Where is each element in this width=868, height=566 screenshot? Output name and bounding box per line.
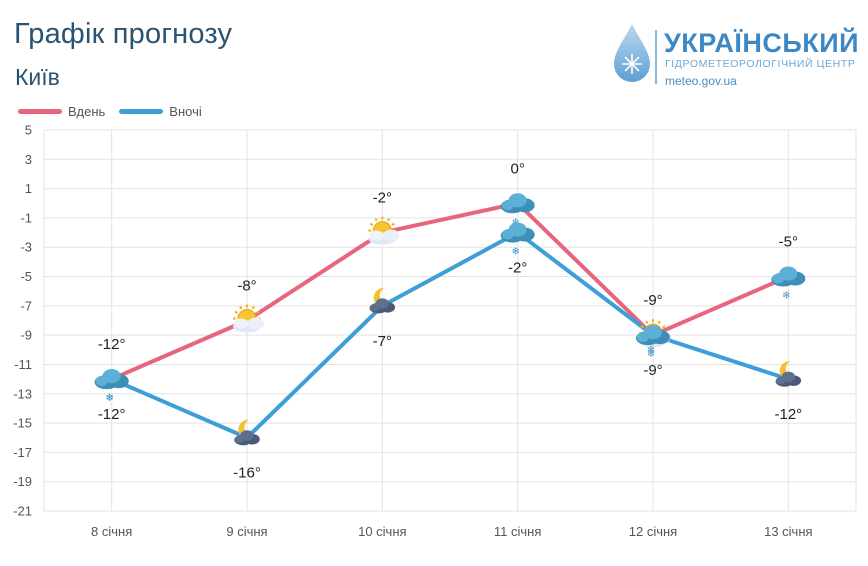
- moon-cloud-icon: [369, 287, 396, 314]
- svg-text:❄: ❄: [782, 291, 790, 302]
- logo-subtitle: ГІДРОМЕТЕОРОЛОГІЧНИЙ ЦЕНТР: [665, 58, 856, 70]
- cloud-snow-icon: ❄: [771, 266, 806, 302]
- svg-text:❄: ❄: [647, 349, 655, 360]
- night-temp-label: -12°: [774, 406, 802, 423]
- day-temp-label: -2°: [373, 190, 392, 207]
- cloud-snow-icon: ❄: [636, 325, 670, 360]
- day-temp-label: 0°: [510, 160, 524, 177]
- legend-item-night[interactable]: Вночі: [119, 104, 202, 119]
- day-temp-label: -12°: [98, 336, 126, 353]
- y-tick-label: -15: [13, 416, 32, 431]
- logo-title: УКРАЇНСЬКИЙ: [664, 28, 860, 58]
- y-tick-label: -1: [20, 210, 32, 225]
- night-temp-label: -2°: [508, 260, 527, 277]
- day-temp-label: -9°: [643, 292, 662, 309]
- moon-cloud-icon: [234, 419, 260, 446]
- y-tick-label: -19: [13, 474, 32, 489]
- y-tick-label: 5: [25, 123, 32, 138]
- water-drop-icon: [614, 24, 650, 82]
- y-tick-label: -17: [13, 445, 32, 460]
- sun-cloud-icon: [368, 216, 400, 245]
- night-temp-label: -16°: [233, 465, 261, 482]
- legend-item-day[interactable]: Вдень: [18, 104, 105, 119]
- y-tick-label: 3: [25, 152, 32, 167]
- page-title: Графік прогнозу: [14, 18, 233, 50]
- y-tick-label: -13: [13, 386, 32, 401]
- x-tick-label: 13 січня: [764, 524, 812, 539]
- y-tick-label: -5: [20, 269, 32, 284]
- logo-divider: [655, 30, 657, 84]
- x-tick-label: 12 січня: [629, 524, 677, 539]
- y-tick-label: -9: [20, 328, 32, 343]
- svg-text:❄: ❄: [105, 393, 113, 404]
- x-tick-label: 11 січня: [494, 524, 542, 539]
- ukrhydromet-logo[interactable]: УКРАЇНСЬКИЙ ГІДРОМЕТЕОРОЛОГІЧНИЙ ЦЕНТР m…: [610, 22, 860, 92]
- cloud-snow-icon: ❄: [500, 222, 535, 258]
- night-temp-label: -7°: [373, 333, 392, 350]
- day-temperature-line: [109, 201, 791, 382]
- y-tick-label: -3: [20, 240, 32, 255]
- chart-legend: Вдень Вночі: [18, 104, 202, 119]
- svg-text:❄: ❄: [511, 247, 519, 258]
- x-tick-label: 8 січня: [91, 524, 132, 539]
- day-temp-label: -8°: [237, 278, 256, 295]
- y-tick-label: -21: [13, 504, 32, 519]
- y-tick-label: -11: [14, 357, 32, 372]
- svg-text:❄: ❄: [105, 393, 113, 404]
- legend-swatch-day: [18, 109, 62, 114]
- y-tick-label: -7: [20, 298, 32, 313]
- night-temp-label: -12°: [98, 406, 126, 423]
- day-temp-label: -5°: [779, 234, 798, 251]
- y-tick-label: 1: [25, 181, 32, 196]
- night-temp-label: -9°: [643, 362, 662, 379]
- legend-label-night: Вночі: [169, 104, 202, 119]
- moon-cloud-icon: [775, 361, 802, 387]
- legend-label-day: Вдень: [68, 104, 106, 119]
- sun-cloud-icon: [233, 304, 264, 333]
- svg-text:❄: ❄: [647, 345, 655, 356]
- night-temperature-line: [109, 230, 791, 440]
- cloud-snow-icon: ❄: [94, 369, 129, 404]
- city-name: Київ: [15, 64, 60, 90]
- x-tick-label: 10 січня: [358, 524, 406, 539]
- x-tick-label: 9 січня: [226, 524, 267, 539]
- logo-url[interactable]: meteo.gov.ua: [665, 74, 737, 88]
- legend-swatch-night: [119, 109, 164, 114]
